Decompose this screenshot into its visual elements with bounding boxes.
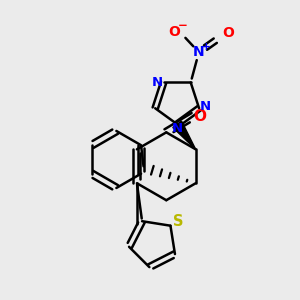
Text: N: N [172, 122, 183, 135]
Text: N: N [200, 100, 211, 113]
Text: O: O [194, 109, 207, 124]
Text: S: S [173, 214, 184, 229]
Text: N: N [193, 45, 205, 59]
Text: O: O [222, 26, 234, 40]
Text: O: O [168, 25, 180, 39]
Polygon shape [173, 121, 196, 149]
Text: −: − [178, 19, 188, 32]
Text: +: + [202, 42, 211, 52]
Text: N: N [152, 76, 163, 89]
